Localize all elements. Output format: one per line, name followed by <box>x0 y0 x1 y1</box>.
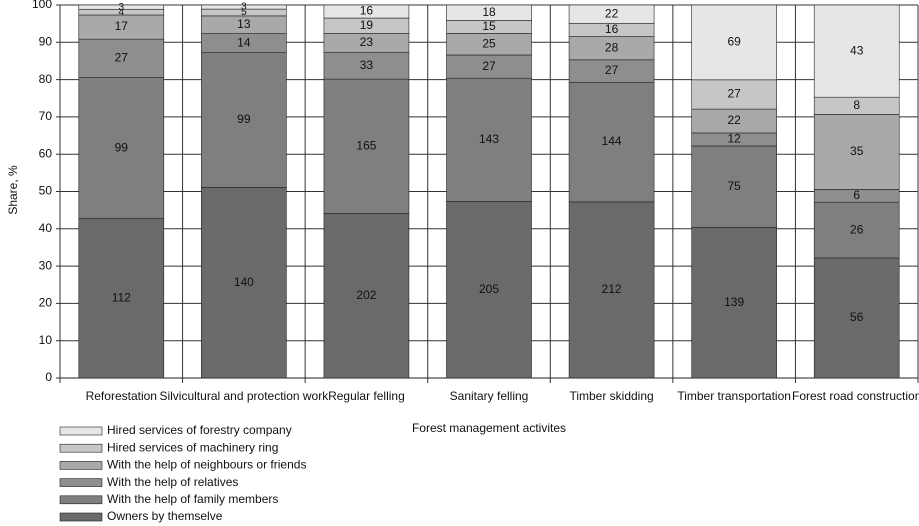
y-tick-label: 30 <box>39 258 53 272</box>
bar-segment <box>323 4 410 19</box>
x-tick-label: Silvicultural and protection work <box>159 389 329 403</box>
x-tick-label: Forest road construction <box>792 389 919 403</box>
legend-swatch <box>59 461 103 470</box>
bar-segment <box>568 81 655 203</box>
data-label: 23 <box>360 35 374 49</box>
bar-segment <box>813 201 900 259</box>
data-label: 43 <box>850 43 864 57</box>
data-label: 8 <box>853 98 860 112</box>
data-label: 5 <box>241 7 247 18</box>
data-label: 28 <box>605 40 619 54</box>
bar-segment <box>323 78 410 214</box>
data-label: 99 <box>115 140 129 154</box>
bar-segment <box>813 4 900 98</box>
x-axis-label: Forest management activites <box>412 421 566 435</box>
data-label: 12 <box>727 132 741 146</box>
bar-segment <box>446 77 532 202</box>
y-tick-label: 60 <box>39 146 53 160</box>
legend-label: With the help of relatives <box>107 475 238 489</box>
data-label: 139 <box>724 295 744 309</box>
data-label: 144 <box>602 134 622 148</box>
data-label: 140 <box>234 275 254 289</box>
x-tick-label: Reforestation <box>86 389 157 403</box>
data-label: 27 <box>605 63 619 77</box>
data-label: 14 <box>237 35 251 49</box>
data-label: 27 <box>727 87 741 101</box>
legend-swatch <box>59 426 103 436</box>
bar-segment <box>446 4 532 21</box>
data-label: 25 <box>482 36 496 50</box>
bar-segment <box>323 213 410 379</box>
data-label: 16 <box>360 4 374 18</box>
bar-segment <box>201 187 287 379</box>
data-label: 212 <box>602 282 622 296</box>
legend-label: Hired services of machinery ring <box>107 440 278 454</box>
bar-segment <box>568 201 655 379</box>
y-tick-label: 50 <box>39 184 53 198</box>
data-label: 22 <box>605 6 619 20</box>
data-label: 99 <box>237 112 251 126</box>
data-label: 202 <box>356 288 376 302</box>
bar-segment <box>201 52 287 188</box>
legend-swatch <box>59 443 103 453</box>
bar-segment <box>78 38 165 78</box>
legend-swatch <box>59 512 103 522</box>
y-tick-label: 10 <box>39 333 53 347</box>
data-label: 6 <box>853 188 860 202</box>
data-label: 26 <box>850 222 864 236</box>
bar-segment <box>78 4 165 10</box>
legend-label: With the help of family members <box>107 492 278 506</box>
data-label: 15 <box>482 19 496 33</box>
data-label: 143 <box>479 132 499 146</box>
legend-label: Owners by themselve <box>107 509 223 523</box>
bar-segment <box>691 226 777 379</box>
legend-swatch <box>59 478 103 487</box>
data-label: 165 <box>356 138 376 152</box>
x-tick-label: Timber transportation <box>677 389 791 403</box>
y-tick-label: 20 <box>39 296 53 310</box>
x-tick-label: Sanitary felling <box>450 389 529 403</box>
bar-segment <box>78 77 165 219</box>
data-label: 19 <box>360 18 374 32</box>
bar-segment <box>201 4 287 10</box>
data-label: 205 <box>479 282 499 296</box>
data-label: 27 <box>115 51 129 65</box>
data-label: 75 <box>727 179 741 193</box>
data-label: 112 <box>112 290 131 304</box>
y-tick-label: 90 <box>39 34 53 48</box>
data-label: 4 <box>119 7 125 18</box>
data-label: 17 <box>115 19 129 33</box>
data-label: 16 <box>605 22 619 36</box>
y-tick-label: 70 <box>39 109 53 123</box>
data-label: 35 <box>850 144 864 158</box>
bar-segment <box>568 4 655 24</box>
legend-swatch <box>59 495 103 505</box>
x-tick-label: Regular felling <box>328 389 405 403</box>
data-label: 22 <box>727 113 741 127</box>
bar-segment <box>78 14 165 40</box>
y-tick-label: 0 <box>45 370 52 384</box>
data-label: 69 <box>727 35 741 49</box>
bar-segment <box>813 257 900 379</box>
bar-segment <box>691 79 777 110</box>
data-label: 18 <box>482 5 496 19</box>
data-label: 56 <box>850 310 864 324</box>
data-label: 13 <box>237 17 251 31</box>
legend-label: Hired services of forestry company <box>107 423 292 437</box>
legend-label: With the help of neighbours or friends <box>107 458 306 472</box>
data-label: 3 <box>241 2 247 13</box>
data-label: 27 <box>482 59 496 73</box>
bar-segment <box>691 145 777 228</box>
y-tick-label: 80 <box>39 72 53 86</box>
data-label: 33 <box>360 58 374 72</box>
y-tick-label: 100 <box>32 0 52 11</box>
bar-segment <box>446 201 532 379</box>
bar-segment <box>323 51 410 80</box>
data-label: 3 <box>119 2 125 13</box>
y-axis-label: Share, % <box>6 165 20 215</box>
bar-segment <box>691 4 777 81</box>
y-tick-label: 40 <box>39 221 53 235</box>
x-tick-label: Timber skidding <box>569 389 653 403</box>
